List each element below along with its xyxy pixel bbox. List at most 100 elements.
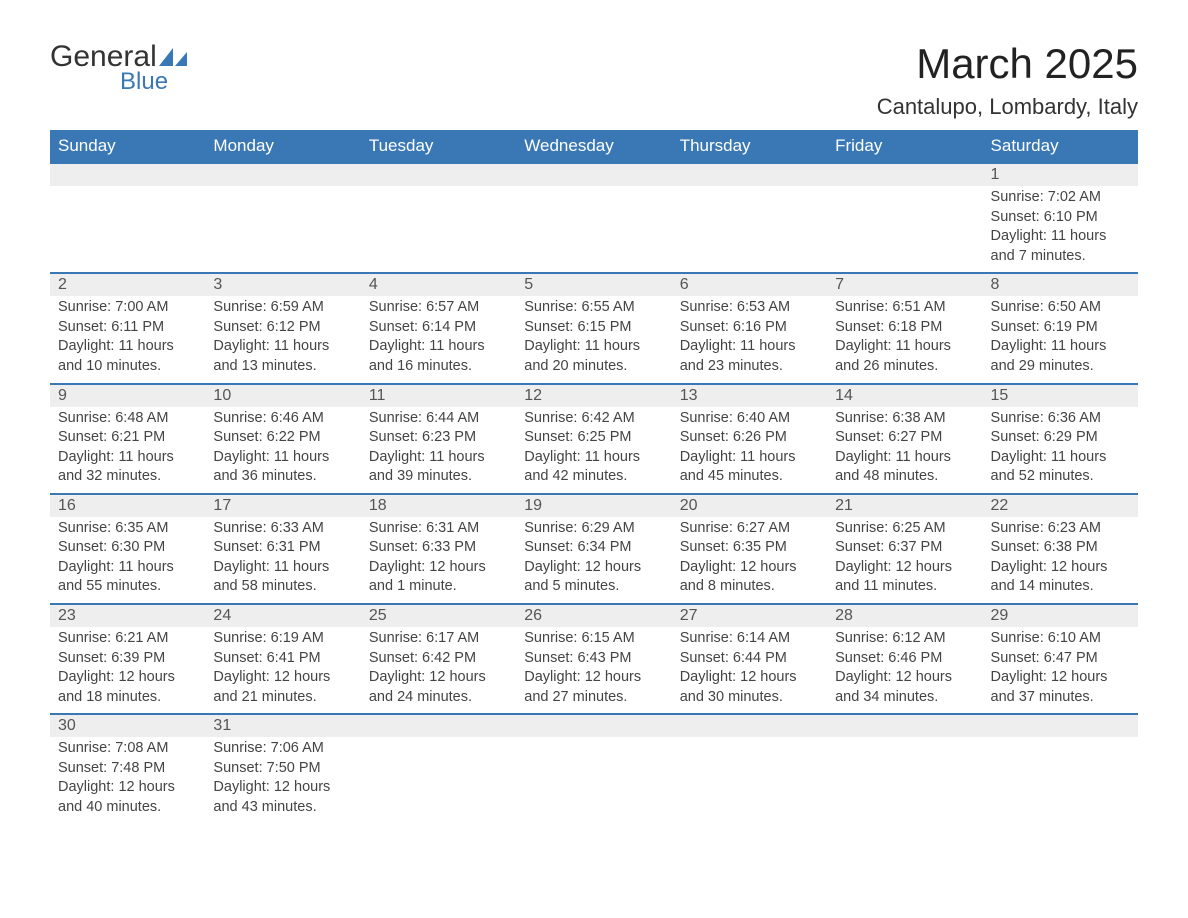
day-sunset: Sunset: 6:16 PM [680,318,819,338]
day-data-cell [983,737,1138,823]
day-daylight: Daylight: 12 hours and 24 minutes. [369,668,508,707]
day-number-cell: 5 [516,273,671,296]
day-sunrise: Sunrise: 6:59 AM [213,298,352,318]
day-daylight: Daylight: 12 hours and 1 minute. [369,558,508,597]
day-number-cell: 22 [983,494,1138,517]
day-data-cell: Sunrise: 7:00 AMSunset: 6:11 PMDaylight:… [50,296,205,383]
day-data-cell [361,737,516,823]
day-sunrise: Sunrise: 7:02 AM [991,188,1130,208]
day-header: Sunday [50,130,205,163]
day-number: 31 [205,715,360,737]
day-number: 20 [672,495,827,517]
day-details: Sunrise: 6:57 AMSunset: 6:14 PMDaylight:… [361,296,516,382]
day-number: 10 [205,385,360,407]
day-sunrise: Sunrise: 6:27 AM [680,519,819,539]
day-sunrise: Sunrise: 6:40 AM [680,409,819,429]
day-daylight: Daylight: 12 hours and 27 minutes. [524,668,663,707]
day-sunrise: Sunrise: 6:46 AM [213,409,352,429]
day-sunset: Sunset: 6:21 PM [58,428,197,448]
week-daynum-row: 1 [50,163,1138,186]
day-data-cell: Sunrise: 6:40 AMSunset: 6:26 PMDaylight:… [672,407,827,494]
day-number-cell: 11 [361,384,516,407]
day-number-cell: 17 [205,494,360,517]
day-sunrise: Sunrise: 6:14 AM [680,629,819,649]
day-sunset: Sunset: 6:10 PM [991,208,1130,228]
day-number-cell: 12 [516,384,671,407]
day-number: 3 [205,274,360,296]
day-data-cell: Sunrise: 6:55 AMSunset: 6:15 PMDaylight:… [516,296,671,383]
day-number-cell: 8 [983,273,1138,296]
day-number: 22 [983,495,1138,517]
day-number-cell: 13 [672,384,827,407]
day-daylight: Daylight: 12 hours and 18 minutes. [58,668,197,707]
day-details: Sunrise: 6:19 AMSunset: 6:41 PMDaylight:… [205,627,360,713]
day-number-cell: 29 [983,604,1138,627]
day-number-cell: 16 [50,494,205,517]
week-daynum-row: 2345678 [50,273,1138,296]
month-title: March 2025 [877,40,1138,88]
day-number-cell: 25 [361,604,516,627]
day-number-cell: 1 [983,163,1138,186]
day-sunrise: Sunrise: 7:00 AM [58,298,197,318]
day-number: 13 [672,385,827,407]
day-sunset: Sunset: 7:50 PM [213,759,352,779]
day-sunrise: Sunrise: 7:08 AM [58,739,197,759]
day-sunrise: Sunrise: 6:51 AM [835,298,974,318]
day-sunset: Sunset: 6:26 PM [680,428,819,448]
day-data-cell: Sunrise: 6:42 AMSunset: 6:25 PMDaylight:… [516,407,671,494]
week-daynum-row: 23242526272829 [50,604,1138,627]
day-data-cell: Sunrise: 6:57 AMSunset: 6:14 PMDaylight:… [361,296,516,383]
day-details: Sunrise: 6:48 AMSunset: 6:21 PMDaylight:… [50,407,205,493]
week-daynum-row: 9101112131415 [50,384,1138,407]
day-data-cell [516,737,671,823]
day-sunset: Sunset: 6:30 PM [58,538,197,558]
day-number-cell [361,714,516,737]
day-details: Sunrise: 6:29 AMSunset: 6:34 PMDaylight:… [516,517,671,603]
day-sunset: Sunset: 6:41 PM [213,649,352,669]
day-number-cell: 31 [205,714,360,737]
day-sunrise: Sunrise: 6:21 AM [58,629,197,649]
day-number: 15 [983,385,1138,407]
day-sunset: Sunset: 6:43 PM [524,649,663,669]
day-details: Sunrise: 6:12 AMSunset: 6:46 PMDaylight:… [827,627,982,713]
day-daylight: Daylight: 11 hours and 52 minutes. [991,448,1130,487]
calendar-header-row: SundayMondayTuesdayWednesdayThursdayFrid… [50,130,1138,163]
day-sunrise: Sunrise: 6:29 AM [524,519,663,539]
day-number: 2 [50,274,205,296]
day-details: Sunrise: 7:06 AMSunset: 7:50 PMDaylight:… [205,737,360,823]
day-data-cell: Sunrise: 6:36 AMSunset: 6:29 PMDaylight:… [983,407,1138,494]
day-data-cell: Sunrise: 6:31 AMSunset: 6:33 PMDaylight:… [361,517,516,604]
day-details: Sunrise: 6:33 AMSunset: 6:31 PMDaylight:… [205,517,360,603]
day-data-cell: Sunrise: 6:27 AMSunset: 6:35 PMDaylight:… [672,517,827,604]
day-details: Sunrise: 6:15 AMSunset: 6:43 PMDaylight:… [516,627,671,713]
day-data-cell: Sunrise: 6:53 AMSunset: 6:16 PMDaylight:… [672,296,827,383]
logo-sail-icon [159,40,187,58]
week-daynum-row: 16171819202122 [50,494,1138,517]
day-sunset: Sunset: 6:14 PM [369,318,508,338]
day-header: Friday [827,130,982,163]
day-number: 17 [205,495,360,517]
day-sunset: Sunset: 6:31 PM [213,538,352,558]
day-data-cell: Sunrise: 6:15 AMSunset: 6:43 PMDaylight:… [516,627,671,714]
day-data-cell: Sunrise: 6:35 AMSunset: 6:30 PMDaylight:… [50,517,205,604]
day-number-cell [672,714,827,737]
day-details: Sunrise: 6:23 AMSunset: 6:38 PMDaylight:… [983,517,1138,603]
day-sunrise: Sunrise: 6:17 AM [369,629,508,649]
day-data-cell [827,737,982,823]
day-number: 16 [50,495,205,517]
day-sunset: Sunset: 6:38 PM [991,538,1130,558]
day-daylight: Daylight: 11 hours and 13 minutes. [213,337,352,376]
day-sunrise: Sunrise: 6:12 AM [835,629,974,649]
day-daylight: Daylight: 12 hours and 11 minutes. [835,558,974,597]
day-details: Sunrise: 7:02 AMSunset: 6:10 PMDaylight:… [983,186,1138,272]
day-data-cell: Sunrise: 7:06 AMSunset: 7:50 PMDaylight:… [205,737,360,823]
day-daylight: Daylight: 11 hours and 7 minutes. [991,227,1130,266]
day-number-cell [516,714,671,737]
day-number: 5 [516,274,671,296]
day-sunset: Sunset: 6:11 PM [58,318,197,338]
day-number: 30 [50,715,205,737]
day-details: Sunrise: 7:08 AMSunset: 7:48 PMDaylight:… [50,737,205,823]
day-details: Sunrise: 6:53 AMSunset: 6:16 PMDaylight:… [672,296,827,382]
day-sunset: Sunset: 6:35 PM [680,538,819,558]
day-daylight: Daylight: 11 hours and 55 minutes. [58,558,197,597]
